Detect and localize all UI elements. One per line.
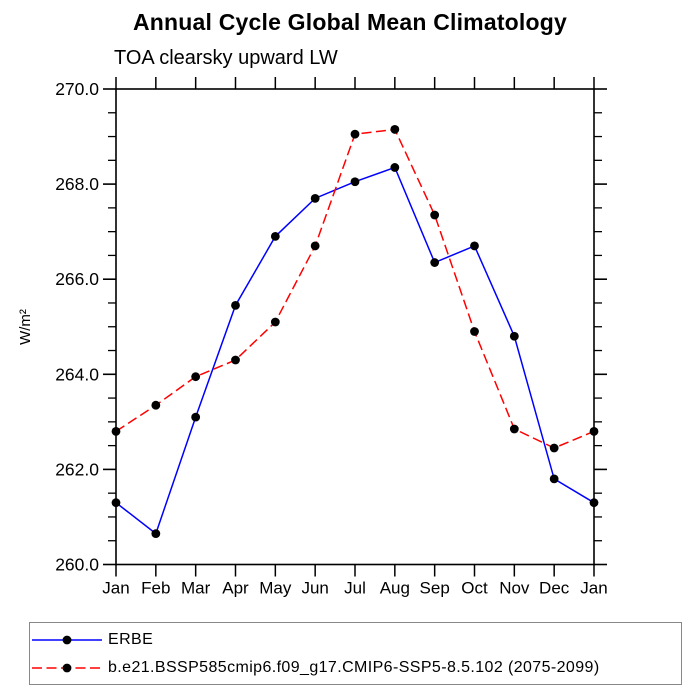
- x-tick-label: Sep: [420, 579, 450, 598]
- data-point: [390, 163, 400, 172]
- y-tick-label: 262.0: [55, 459, 99, 479]
- data-point: [231, 355, 240, 365]
- series-line-erbe: [115, 166, 595, 535]
- data-point: [470, 327, 479, 336]
- x-tick-label: Jan: [580, 579, 607, 598]
- series-erbe: [111, 163, 599, 538]
- chart-title: Annual Cycle Global Mean Climatology: [132, 9, 568, 35]
- data-point: [270, 232, 280, 241]
- y-tick-label: 260.0: [55, 555, 99, 575]
- x-tick-label: Apr: [222, 579, 249, 598]
- x-tick-label: Feb: [141, 579, 170, 598]
- legend-swatch-erbe: [32, 635, 102, 644]
- legend-row-erbe: ERBE: [30, 626, 681, 654]
- x-tick-label: Jan: [102, 579, 129, 598]
- y-tick-label: 270.0: [55, 79, 99, 99]
- data-point: [270, 317, 280, 327]
- x-tick-label: Aug: [380, 579, 410, 598]
- legend-swatch-model: [32, 663, 102, 672]
- y-tick-label: 264.0: [55, 364, 99, 384]
- data-point: [310, 241, 320, 251]
- legend-marker-erbe: [62, 635, 72, 644]
- chart-subtitle: TOA clearsky upward LW: [114, 47, 338, 69]
- data-point: [549, 474, 559, 484]
- y-tick-label: 268.0: [55, 174, 99, 194]
- data-point: [310, 193, 320, 203]
- data-point: [509, 424, 519, 434]
- x-tick-label: Oct: [461, 579, 488, 598]
- data-point: [350, 129, 360, 139]
- data-point: [151, 529, 161, 538]
- series-model: [111, 125, 599, 453]
- data-point: [549, 443, 559, 453]
- y-tick-label: 266.0: [55, 269, 99, 289]
- data-point: [111, 498, 121, 508]
- x-tick-label: Nov: [499, 579, 530, 598]
- data-point: [111, 426, 121, 436]
- x-tick-label: Jun: [301, 579, 328, 598]
- data-point: [509, 331, 519, 341]
- plot-frame: [115, 88, 595, 566]
- data-point: [191, 412, 201, 422]
- legend-label-erbe: ERBE: [108, 630, 154, 648]
- x-tick-label: May: [259, 579, 292, 598]
- data-point: [390, 125, 400, 134]
- data-point: [589, 426, 599, 436]
- legend-label-model: b.e21.BSSP585cmip6.f09_g17.CMIP6-SSP5-8.…: [108, 658, 600, 676]
- data-point: [430, 258, 440, 267]
- x-tick-label: Jul: [344, 579, 366, 598]
- data-point: [430, 210, 440, 220]
- data-point: [151, 400, 161, 410]
- data-point: [231, 300, 240, 310]
- x-tick-label: Mar: [181, 579, 211, 598]
- legend-marker-model: [62, 663, 72, 672]
- series-line-model: [115, 128, 595, 449]
- data-point: [470, 241, 479, 251]
- x-tick-label: Dec: [539, 579, 570, 598]
- legend: ERBE b.e21.BSSP585cmip6.f09_g17.CMIP6-SSP…: [29, 622, 682, 685]
- data-point: [589, 498, 599, 508]
- data-point: [350, 177, 360, 187]
- data-point: [191, 372, 201, 382]
- legend-row-model: b.e21.BSSP585cmip6.f09_g17.CMIP6-SSP5-8.…: [30, 654, 681, 682]
